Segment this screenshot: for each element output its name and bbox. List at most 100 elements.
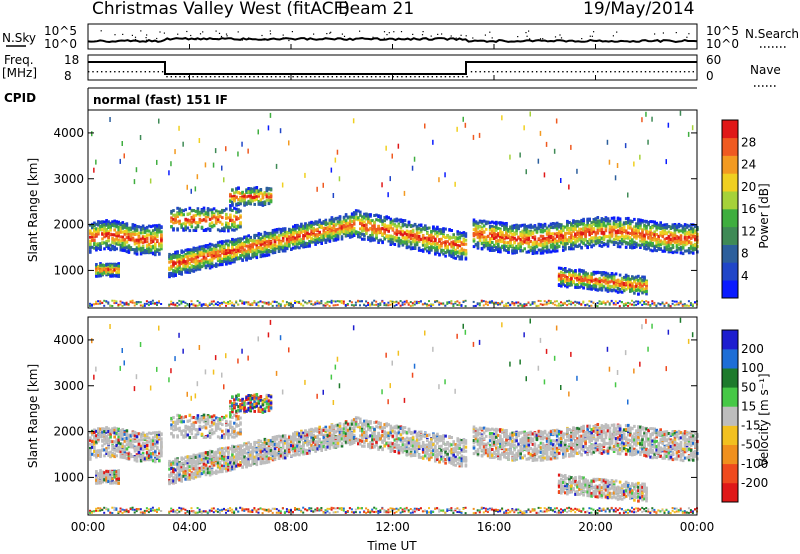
power-cell bbox=[513, 226, 516, 229]
power-cell bbox=[405, 301, 408, 304]
power-cell bbox=[156, 233, 159, 237]
power-cell bbox=[531, 249, 535, 253]
power-cell bbox=[212, 304, 215, 307]
power-cell bbox=[156, 304, 158, 306]
power-cell bbox=[381, 241, 384, 245]
power-cell bbox=[377, 224, 380, 228]
power-cell bbox=[576, 245, 579, 248]
power-cell bbox=[456, 304, 459, 306]
power-cell bbox=[227, 254, 230, 258]
power-cell bbox=[290, 241, 293, 245]
power-cell bbox=[227, 246, 230, 250]
power-cell bbox=[243, 248, 246, 252]
power-cell bbox=[216, 217, 220, 221]
power-cell bbox=[200, 225, 204, 229]
freq-tick-bottom: 8 bbox=[64, 69, 72, 83]
power-cell bbox=[403, 236, 407, 240]
power-cell bbox=[231, 246, 234, 250]
power-cell bbox=[107, 301, 110, 304]
power-cell bbox=[411, 237, 415, 241]
power-cell bbox=[562, 248, 565, 252]
power-cell bbox=[598, 300, 601, 303]
power-cell bbox=[592, 220, 596, 223]
power-cell bbox=[472, 220, 476, 224]
power-cell bbox=[298, 226, 301, 230]
power-cell bbox=[216, 257, 220, 261]
power-cell bbox=[403, 300, 406, 303]
power-cell bbox=[393, 304, 396, 307]
power-cell bbox=[127, 245, 131, 249]
power-cell bbox=[117, 270, 120, 274]
nsearch-point bbox=[293, 38, 295, 40]
power-cell bbox=[407, 303, 410, 306]
power-cell bbox=[292, 240, 295, 244]
power-cell bbox=[259, 232, 263, 236]
power-cell bbox=[223, 229, 226, 233]
power-cell bbox=[251, 243, 254, 247]
power-cell bbox=[596, 288, 600, 292]
power-cell bbox=[156, 231, 159, 235]
nsearch-point bbox=[341, 33, 343, 35]
power-cell bbox=[294, 301, 296, 304]
power-cell bbox=[543, 303, 546, 306]
power-cell bbox=[320, 300, 323, 302]
power-cell bbox=[294, 236, 297, 240]
power-cell bbox=[312, 239, 315, 243]
power-cell bbox=[123, 238, 127, 242]
power-cell bbox=[566, 282, 569, 286]
power-cell bbox=[137, 231, 141, 235]
power-cell bbox=[97, 222, 100, 226]
power-cell bbox=[576, 224, 579, 228]
power-cell bbox=[194, 304, 197, 307]
power-cell bbox=[332, 223, 336, 226]
power-cell bbox=[235, 249, 238, 253]
power-cell bbox=[549, 223, 553, 227]
power-cell bbox=[190, 220, 194, 224]
power-cell bbox=[547, 228, 551, 232]
power-cell bbox=[488, 301, 491, 304]
power-cell bbox=[294, 224, 297, 228]
power-cell bbox=[247, 246, 250, 250]
power-cell bbox=[407, 239, 411, 243]
power-cell bbox=[588, 243, 591, 246]
power-cell bbox=[263, 247, 267, 251]
nave-point bbox=[644, 71, 647, 73]
power-cell bbox=[369, 219, 372, 223]
power-cell bbox=[338, 230, 342, 234]
power-cell bbox=[529, 225, 533, 229]
power-cell bbox=[482, 243, 486, 247]
power-cell bbox=[225, 260, 228, 264]
power-cell bbox=[346, 303, 349, 305]
power-cell bbox=[255, 241, 259, 245]
power-cell bbox=[275, 301, 278, 304]
power-cell bbox=[580, 269, 583, 272]
power-cell bbox=[233, 225, 236, 229]
power-cell bbox=[113, 219, 116, 223]
power-cell bbox=[606, 275, 610, 279]
power-cell bbox=[158, 242, 161, 246]
power-cell bbox=[214, 248, 218, 251]
power-cell bbox=[478, 225, 482, 229]
power-cell bbox=[399, 300, 402, 302]
power-cell bbox=[586, 287, 589, 291]
power-cell bbox=[592, 222, 596, 226]
power-cell bbox=[495, 246, 498, 249]
power-cell bbox=[417, 227, 421, 231]
power-cell bbox=[231, 304, 234, 307]
power-cell bbox=[223, 209, 226, 213]
power-cell bbox=[231, 242, 234, 246]
power-cell bbox=[497, 248, 500, 252]
power-cell bbox=[474, 232, 478, 236]
power-cell bbox=[200, 304, 203, 307]
power-cell bbox=[292, 237, 295, 241]
power-cell bbox=[95, 242, 98, 246]
power-cell bbox=[564, 236, 567, 240]
power-cell bbox=[365, 232, 368, 235]
power-cell bbox=[156, 224, 159, 228]
power-cell bbox=[606, 283, 610, 287]
power-cell bbox=[474, 222, 478, 226]
power-cell bbox=[584, 243, 587, 247]
power-cell bbox=[328, 300, 331, 303]
power-cell bbox=[322, 236, 326, 240]
power-cell bbox=[338, 176, 341, 182]
